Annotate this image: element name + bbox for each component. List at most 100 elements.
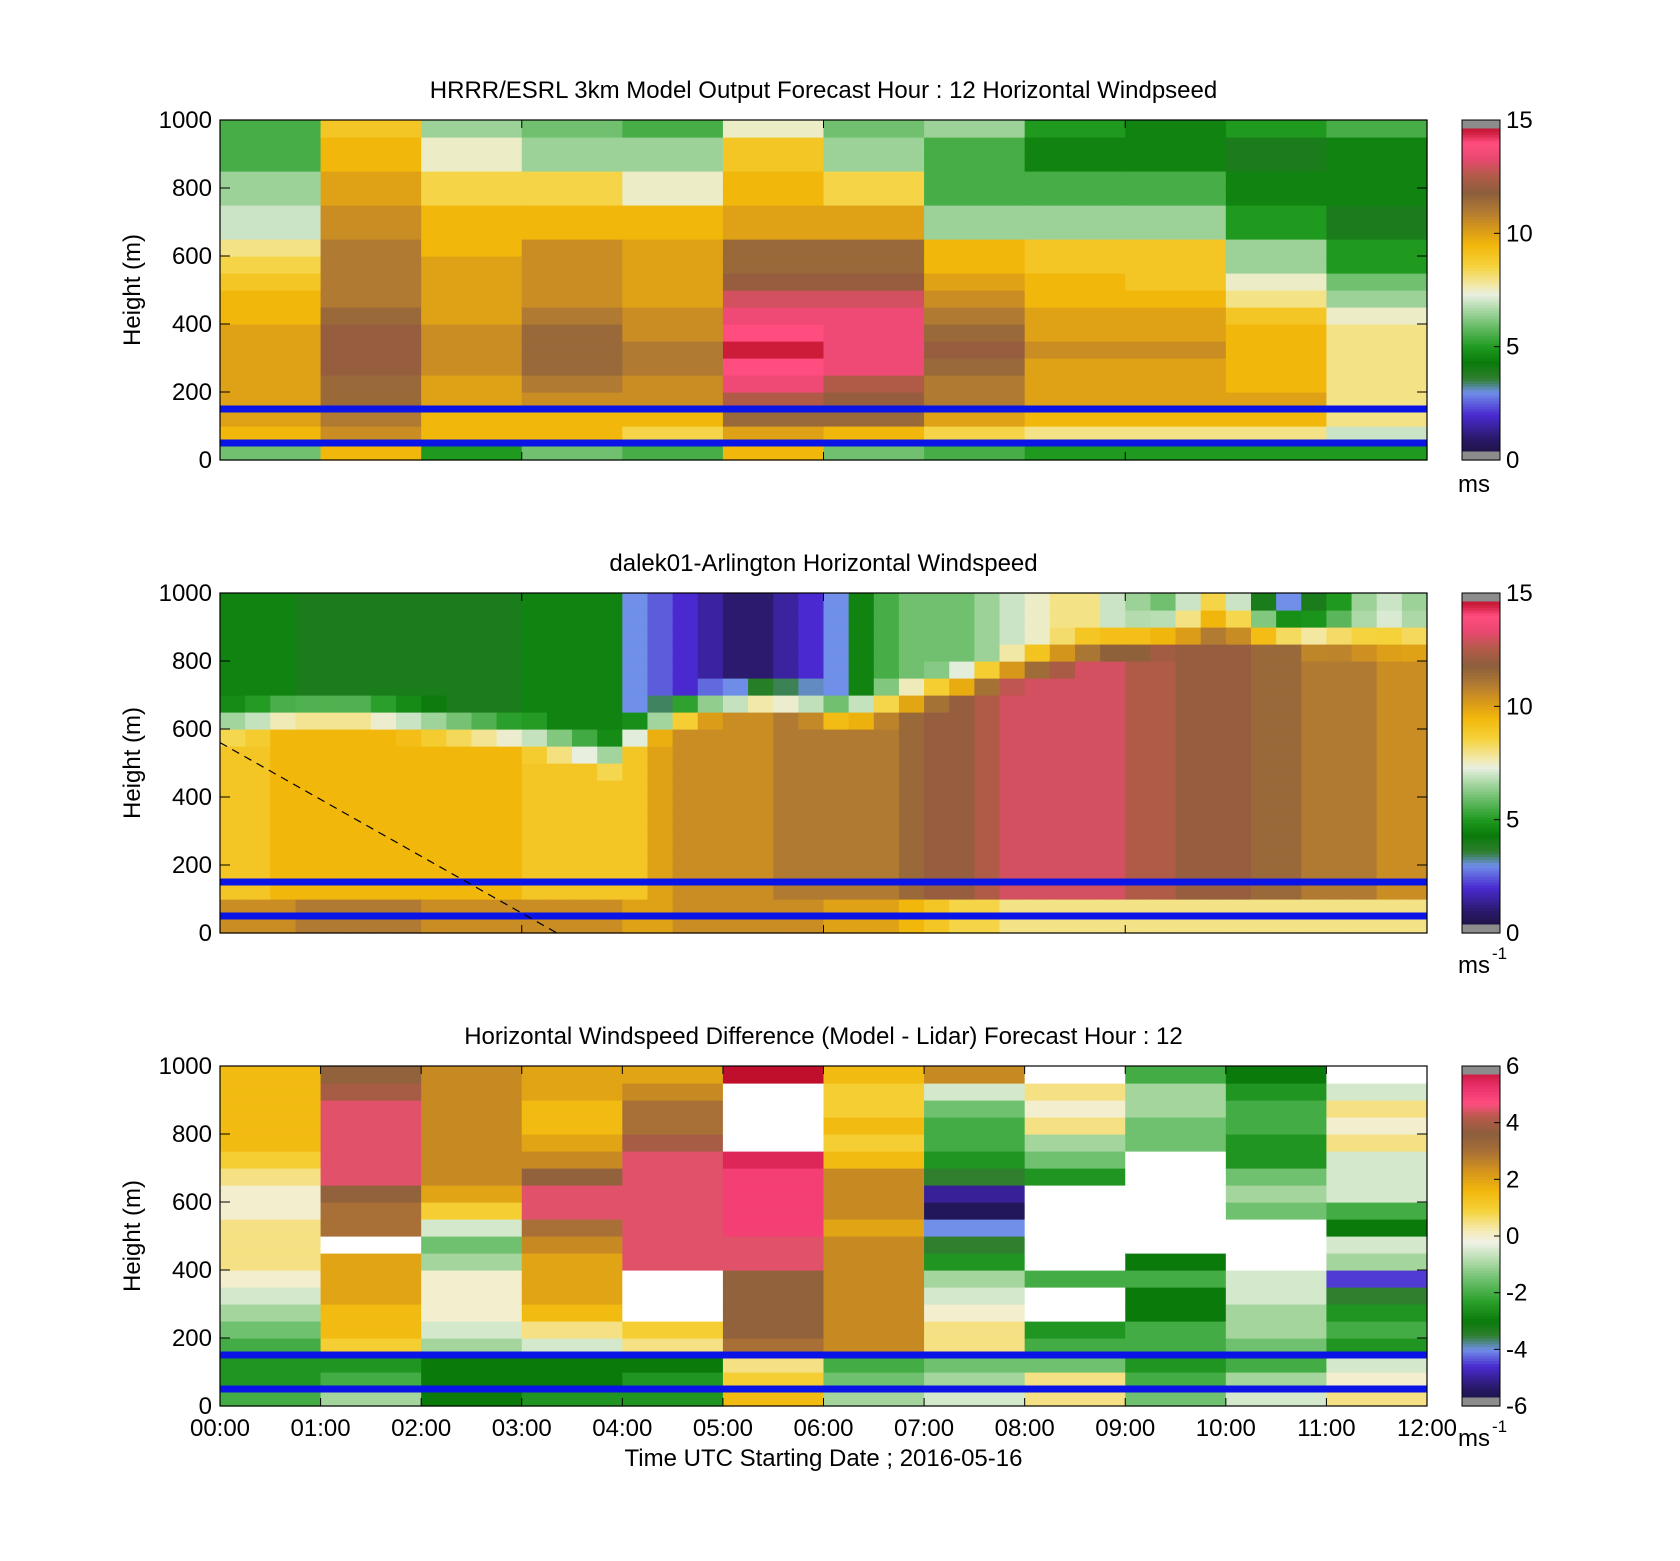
heatmap-cell	[924, 1219, 1026, 1237]
heatmap-cell	[370, 865, 397, 883]
heatmap-cell	[974, 746, 1001, 764]
colorbar-swatch	[1462, 431, 1500, 436]
heatmap-cell	[999, 865, 1026, 883]
heatmap-cell	[521, 1168, 623, 1186]
heatmap-cell	[1100, 644, 1126, 662]
heatmap-cell	[1351, 712, 1378, 730]
colorbar-swatch	[1462, 720, 1500, 724]
colorbar-swatch	[1462, 712, 1500, 716]
heatmap-cell	[949, 831, 975, 849]
heatmap-cell	[722, 1304, 825, 1322]
heatmap-cell	[546, 814, 573, 832]
heatmap-cell	[446, 797, 473, 815]
colorbar-swatch	[1462, 400, 1500, 404]
heatmap-cell	[320, 341, 422, 359]
colorbar-swatch	[1462, 856, 1500, 860]
heatmap-cell	[823, 1066, 925, 1084]
colorbar-swatch	[1462, 307, 1500, 311]
colorbar-swatch	[1462, 615, 1500, 620]
heatmap-cell	[597, 780, 623, 798]
colorbar-swatch	[1462, 213, 1500, 217]
heatmap-cell	[1049, 797, 1076, 815]
colorbar-swatch	[1462, 1360, 1500, 1365]
heatmap-cell	[722, 763, 749, 781]
heatmap-cell	[1301, 814, 1328, 832]
heatmap-cell	[220, 678, 246, 696]
colorbar-swatch	[1462, 1304, 1500, 1308]
heatmap-cell	[1150, 865, 1177, 883]
x-tick-label: 11:00	[1297, 1415, 1355, 1442]
heatmap-cell	[924, 154, 1026, 172]
heatmap-cell	[924, 695, 950, 713]
heatmap-cell	[320, 307, 422, 325]
heatmap-cell	[446, 678, 473, 696]
heatmap-cell	[1326, 899, 1353, 917]
heatmap-cell	[1200, 865, 1227, 883]
heatmap-cell	[697, 848, 724, 866]
heatmap-cell	[974, 695, 1001, 713]
heatmap-cell	[697, 644, 724, 662]
heatmap-cell	[924, 848, 950, 866]
colorbar-tick-label: 5	[1506, 334, 1519, 361]
heatmap-cell	[245, 729, 271, 747]
heatmap-cell	[1351, 763, 1378, 781]
heatmap-cell	[873, 695, 900, 713]
colorbar-swatch	[1462, 1241, 1500, 1246]
heatmap-cell	[220, 205, 322, 223]
heatmap-cell	[924, 239, 1026, 257]
heatmap-cell	[848, 763, 875, 781]
heatmap-cell	[924, 1372, 1026, 1390]
heatmap-cell	[396, 627, 422, 645]
heatmap-cell	[1049, 712, 1076, 730]
heatmap-cell	[823, 307, 925, 325]
heatmap-cell	[295, 678, 322, 696]
heatmap-cell	[1326, 171, 1428, 189]
colorbar-swatch	[1462, 1136, 1500, 1141]
colorbar-swatch	[1462, 1236, 1500, 1240]
heatmap-cell	[320, 137, 422, 155]
heatmap-cell	[1024, 341, 1126, 359]
heatmap-cell	[496, 661, 523, 679]
heatmap-cell	[622, 831, 649, 849]
heatmap-cell	[1225, 188, 1328, 206]
heatmap-cell	[320, 865, 347, 883]
heatmap-cell	[722, 593, 749, 611]
colorbar-swatch	[1462, 658, 1500, 662]
colorbar-swatch	[1462, 360, 1500, 365]
heatmap-cell	[798, 882, 825, 900]
heatmap-cell	[1024, 273, 1126, 291]
heatmap-cell	[320, 712, 347, 730]
heatmap-cell	[748, 712, 774, 730]
colorbar-swatch	[1462, 853, 1500, 858]
heatmap-cell	[1250, 729, 1277, 747]
colorbar-swatch	[1462, 887, 1500, 892]
heatmap-cell	[421, 746, 447, 764]
heatmap-cell	[974, 661, 1001, 679]
heatmap-cell	[823, 239, 925, 257]
heatmap-cell	[1024, 256, 1126, 274]
colorbar-swatch	[1462, 159, 1500, 164]
colorbar-swatch	[1462, 743, 1500, 747]
heatmap-cell	[1175, 797, 1202, 815]
colorbar-swatch	[1462, 139, 1500, 144]
heatmap-cell	[924, 763, 950, 781]
heatmap-cell	[220, 899, 246, 917]
colorbar-swatch	[1462, 913, 1500, 917]
heatmap-cell	[974, 712, 1001, 730]
colorbar-swatch	[1462, 918, 1500, 923]
colorbar-swatch	[1462, 845, 1500, 849]
heatmap-cell	[521, 1134, 623, 1152]
colorbar-swatch	[1462, 689, 1500, 693]
heatmap-cell	[421, 797, 447, 815]
heatmap-cell	[748, 814, 774, 832]
heatmap-cell	[823, 409, 925, 427]
heatmap-cell	[1125, 1389, 1227, 1407]
heatmap-cell	[521, 290, 623, 308]
heatmap-cell	[722, 1372, 825, 1390]
heatmap-cell	[924, 593, 950, 611]
heatmap-cell	[622, 392, 724, 410]
y-tick-label: 200	[172, 852, 212, 879]
heatmap-cell	[245, 661, 271, 679]
heatmap-cell	[396, 831, 422, 849]
heatmap-cell	[1326, 1066, 1428, 1084]
